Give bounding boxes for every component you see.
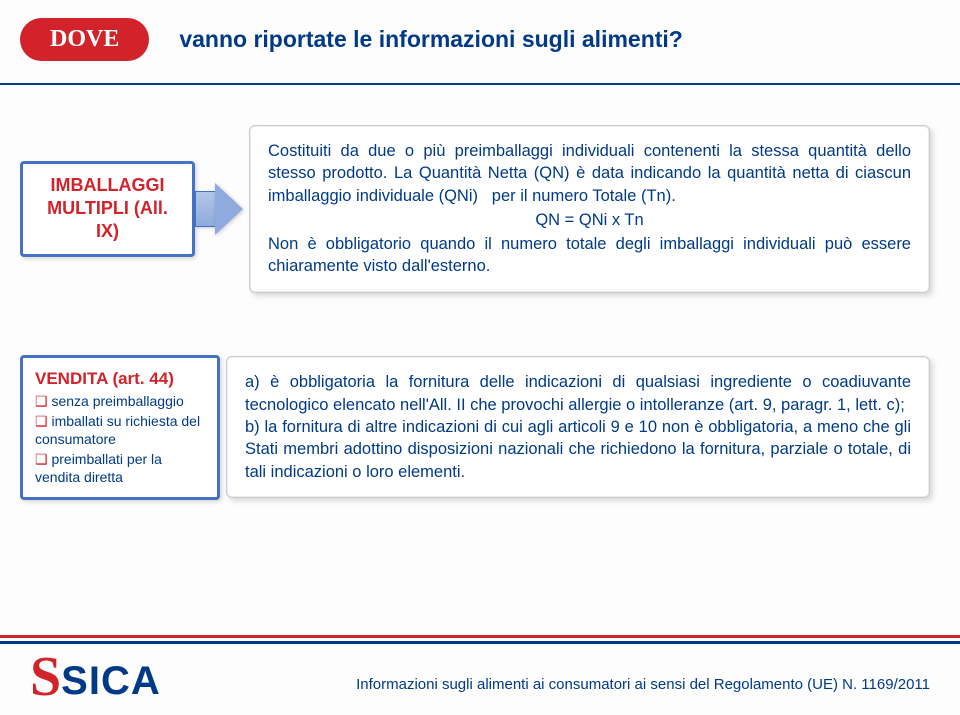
label-arrow-1: IMBALLAGGI MULTIPLI (All. IX): [20, 161, 243, 257]
slide-header: DOVE vanno riportate le informazioni sug…: [0, 0, 960, 85]
content-box-2: a) è obbligatoria la fornitura delle ind…: [226, 356, 930, 497]
label-vendita-title: VENDITA (art. 44): [35, 368, 205, 390]
footer-caption: Informazioni sugli alimenti ai consumato…: [356, 676, 930, 693]
label-sub3: preimballati per la vendita diretta: [35, 450, 205, 486]
dove-badge: DOVE: [20, 18, 149, 61]
item-b-text: la fornitura di altre indicazioni di cui…: [245, 418, 911, 481]
label-arrow-2: VENDITA (art. 44) senza preimballaggio i…: [20, 355, 220, 500]
ssica-logo: S SICA: [28, 647, 163, 707]
section-imballaggi: IMBALLAGGI MULTIPLI (All. IX) Costituiti…: [0, 105, 960, 305]
label-box-imballaggi: IMBALLAGGI MULTIPLI (All. IX): [20, 161, 195, 257]
label-sub1: senza preimballaggio: [35, 392, 205, 410]
item-b: b) la fornitura di altre indicazioni di …: [245, 416, 911, 483]
label-line2: MULTIPLI (All. IX): [47, 198, 168, 241]
s1-p3: Non è obbligatorio quando il numero tota…: [268, 235, 911, 275]
footer-bar: [0, 641, 960, 644]
header-title: vanno riportate le informazioni sugli al…: [179, 26, 683, 53]
label-sub2: imballati su richiesta del consumatore: [35, 412, 205, 448]
logo-wrap: S SICA: [0, 647, 163, 707]
s1-formula: QN = QNi x Tn: [268, 209, 911, 231]
item-a-label: a): [245, 373, 260, 391]
content-box-1: Costituiti da due o più preimballaggi in…: [249, 125, 930, 293]
slide-footer: S SICA Informazioni sugli alimenti ai co…: [0, 635, 960, 715]
label-line1: IMBALLAGGI: [51, 175, 165, 195]
section-vendita: VENDITA (art. 44) senza preimballaggio i…: [0, 335, 960, 512]
label-box-vendita: VENDITA (art. 44) senza preimballaggio i…: [20, 355, 220, 500]
item-b-label: b): [245, 418, 260, 436]
logo-sica: SICA: [61, 661, 161, 705]
arrow-tip-icon: [215, 183, 243, 235]
arrow-icon: [195, 191, 215, 227]
logo-s: S: [30, 649, 61, 705]
item-a-text: è obbligatoria la fornitura delle indica…: [245, 373, 911, 413]
item-a: a) è obbligatoria la fornitura delle ind…: [245, 371, 911, 416]
